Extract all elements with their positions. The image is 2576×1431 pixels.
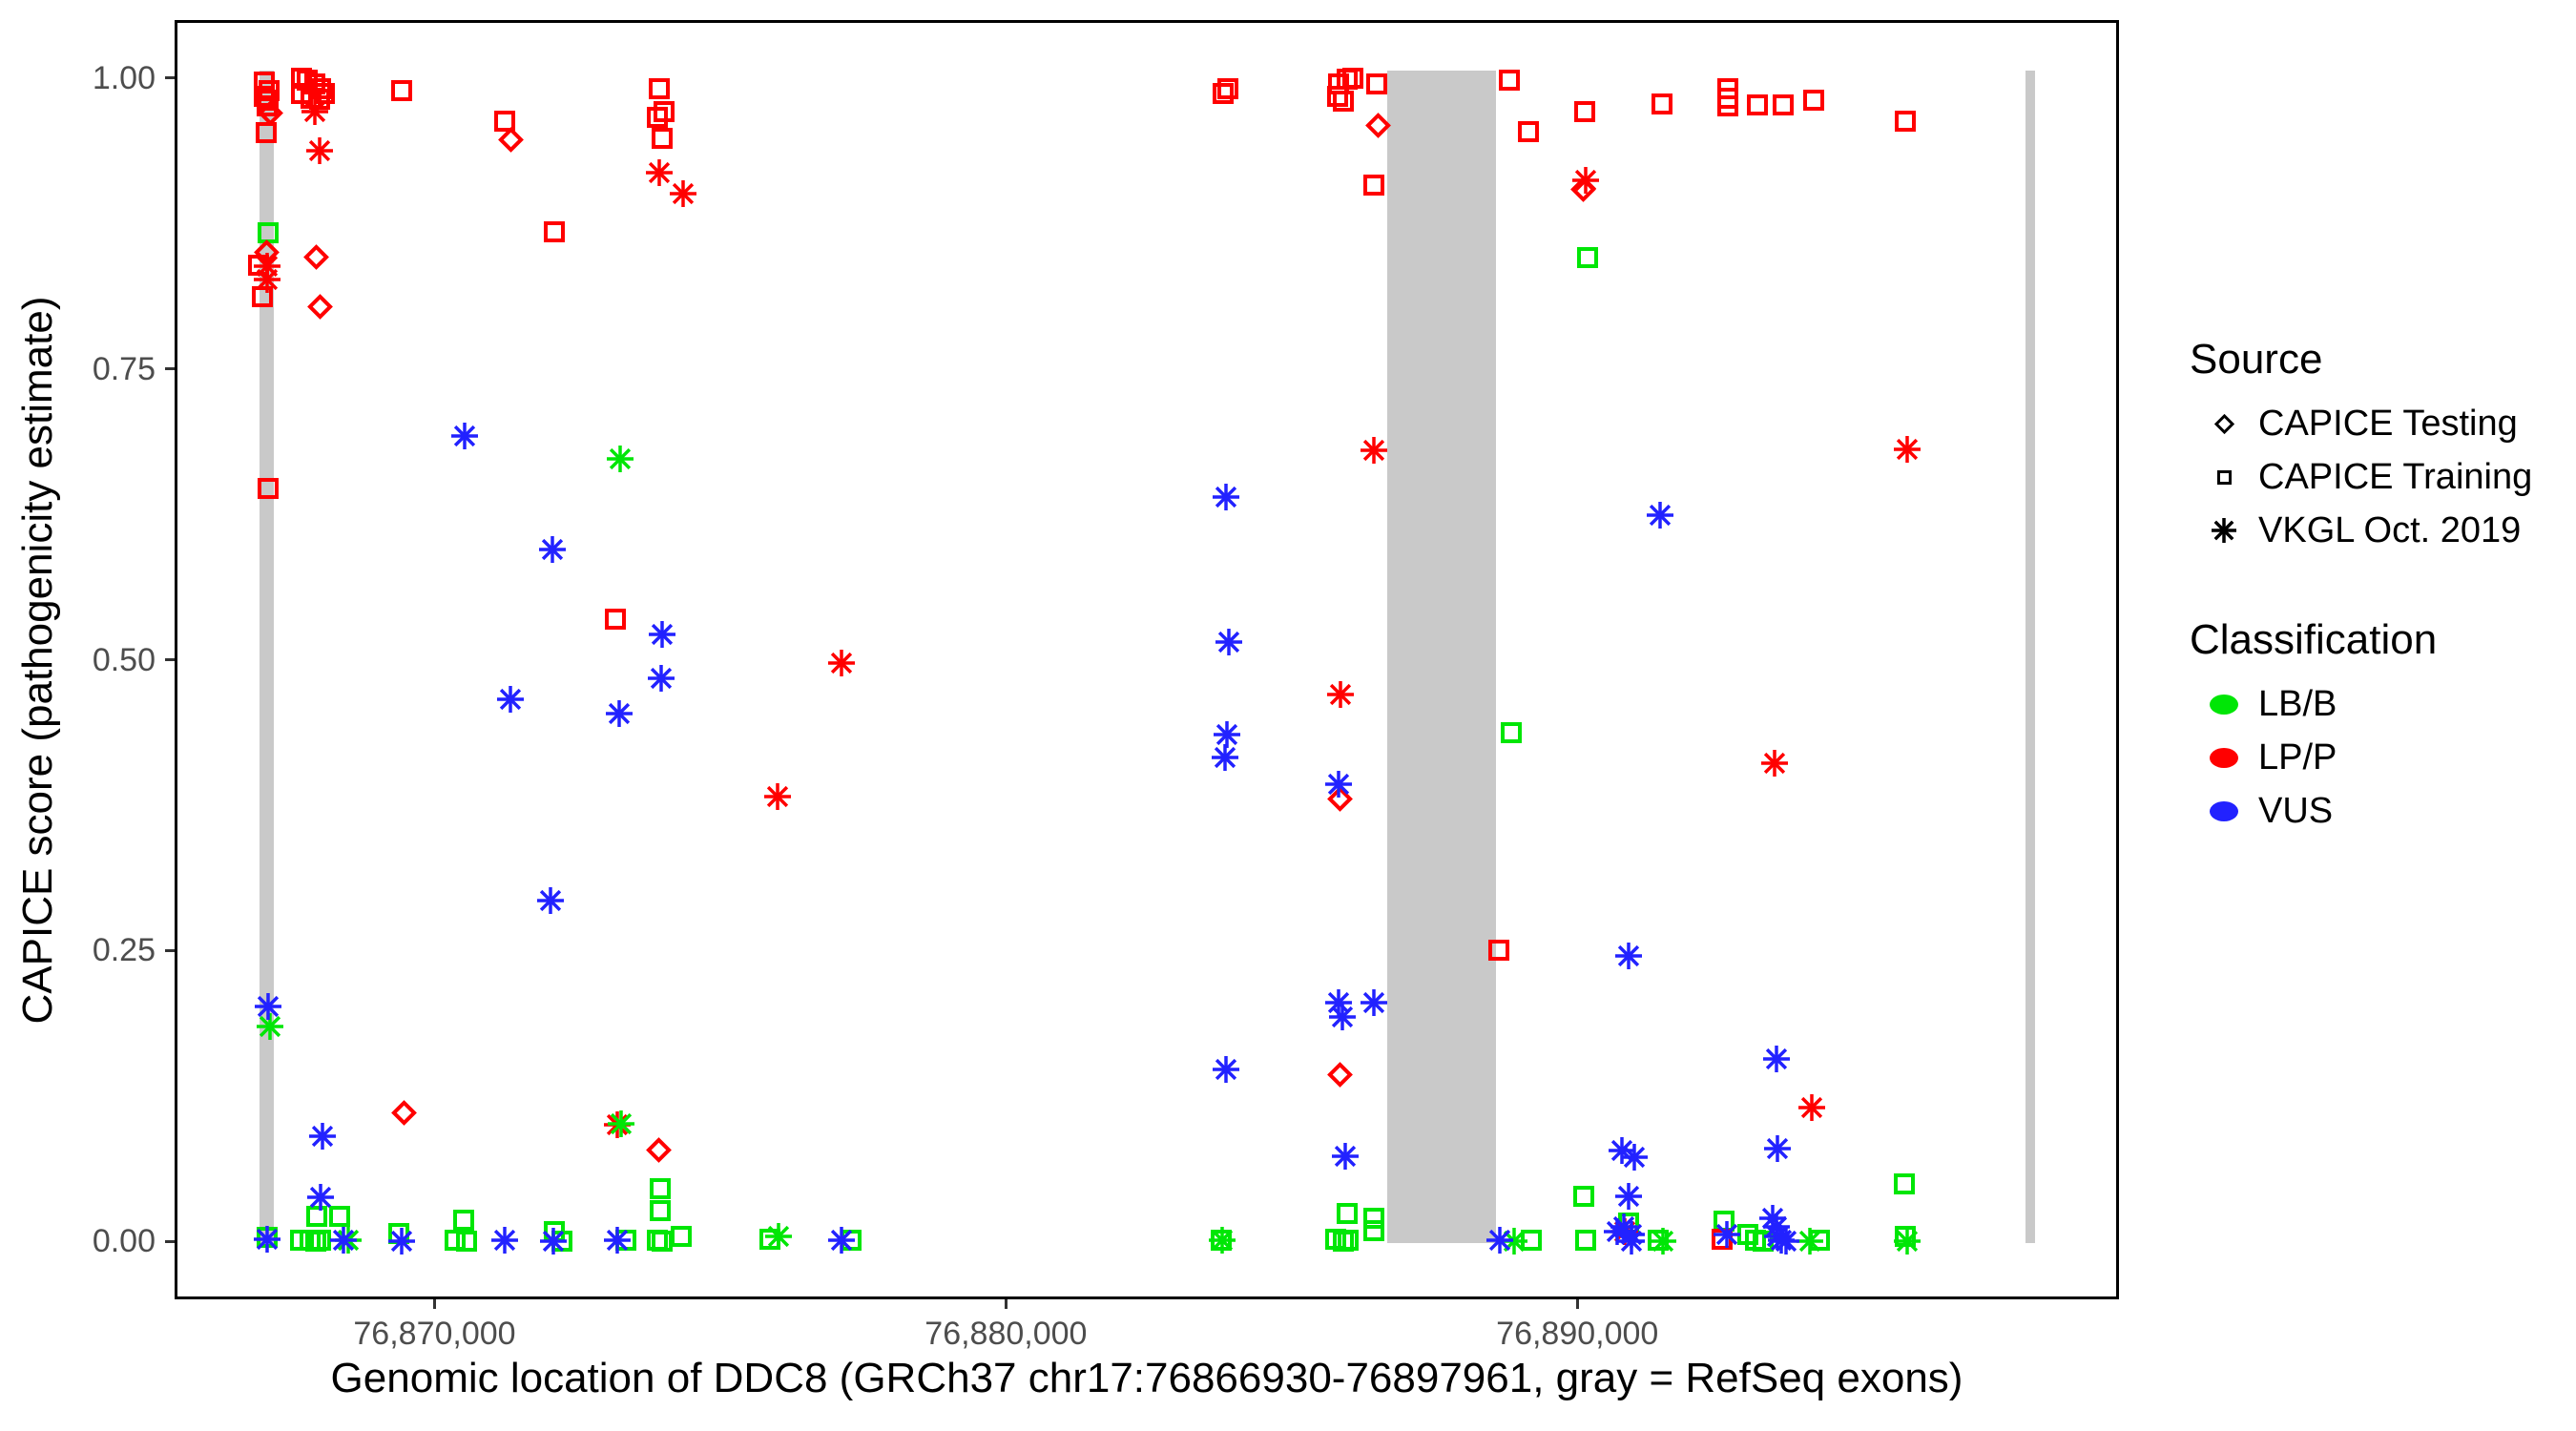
scatter-point-square bbox=[1500, 722, 1522, 744]
scatter-point-square bbox=[649, 1178, 671, 1200]
diamond-icon bbox=[2190, 413, 2258, 434]
scatter-point-square bbox=[1362, 1207, 1384, 1229]
scatter-point-square bbox=[1575, 1229, 1597, 1251]
scatter-point-square bbox=[1362, 1220, 1384, 1242]
dot-icon bbox=[2190, 800, 2258, 821]
scatter-point-square bbox=[651, 128, 673, 150]
legend-item-label: LP/P bbox=[2258, 736, 2337, 778]
scatter-point-square bbox=[1216, 77, 1238, 99]
legend: Source CAPICE Testing CAPICE Training VKG… bbox=[2190, 336, 2571, 897]
legend-item-source: CAPICE Training bbox=[2190, 450, 2571, 504]
square-icon bbox=[2190, 469, 2258, 485]
x-tick-label: 76,880,000 bbox=[924, 1316, 1088, 1352]
scatter-point-square bbox=[391, 80, 413, 102]
scatter-point-square bbox=[651, 1231, 673, 1253]
scatter-point-square bbox=[291, 67, 313, 89]
scatter-point-square bbox=[1326, 86, 1348, 108]
scatter-point-square bbox=[314, 82, 336, 104]
scatter-point-square bbox=[1332, 91, 1354, 113]
y-tick-mark bbox=[165, 1239, 175, 1243]
scatter-point-square bbox=[306, 1206, 328, 1228]
scatter-point-square bbox=[256, 122, 278, 144]
refseq-exon-band bbox=[2025, 70, 2035, 1244]
scatter-point-square bbox=[257, 95, 279, 117]
scatter-point-square bbox=[1652, 93, 1673, 114]
legend-item-classification: VUS bbox=[2190, 784, 2571, 838]
legend-classification-items: LB/B LP/P VUS bbox=[2190, 677, 2571, 838]
x-axis-title: Genomic location of DDC8 (GRCh37 chr17:7… bbox=[330, 1355, 1963, 1401]
dot-icon bbox=[2190, 694, 2258, 715]
asterisk-icon bbox=[2190, 517, 2258, 544]
scatter-point-square bbox=[1893, 1173, 1915, 1195]
scatter-point-square bbox=[670, 1226, 692, 1248]
refseq-exon-band bbox=[1386, 70, 1496, 1244]
scatter-point-square bbox=[1336, 1202, 1358, 1224]
x-tick-label: 76,870,000 bbox=[353, 1316, 516, 1352]
scatter-point-square bbox=[252, 286, 274, 308]
legend-item-classification: LP/P bbox=[2190, 731, 2571, 784]
legend-item-label: CAPICE Testing bbox=[2258, 403, 2518, 444]
y-tick-label: 0.00 bbox=[92, 1223, 156, 1260]
legend-item-source: VKGL Oct. 2019 bbox=[2190, 504, 2571, 557]
y-tick-mark bbox=[165, 367, 175, 371]
x-tick-label: 76,890,000 bbox=[1496, 1316, 1659, 1352]
y-axis-title: CAPICE score (pathogenicity estimate) bbox=[14, 296, 61, 1025]
plot-panel bbox=[175, 20, 2119, 1299]
legend-source-items: CAPICE Testing CAPICE Training VKGL Oct. … bbox=[2190, 397, 2571, 557]
scatter-point-square bbox=[1341, 67, 1363, 89]
y-tick-mark bbox=[165, 948, 175, 952]
legend-source-block: Source CAPICE Testing CAPICE Training VKG… bbox=[2190, 336, 2571, 557]
scatter-point-square bbox=[1574, 101, 1596, 123]
x-tick-mark bbox=[1004, 1299, 1008, 1309]
refseq-exon-band bbox=[260, 70, 275, 1244]
scatter-point-square bbox=[455, 1231, 477, 1253]
legend-item-label: LB/B bbox=[2258, 683, 2337, 724]
legend-item-source: CAPICE Testing bbox=[2190, 397, 2571, 450]
scatter-point-square bbox=[1212, 82, 1234, 104]
x-tick-mark bbox=[432, 1299, 436, 1309]
scatter-point-square bbox=[1362, 175, 1384, 197]
scatter-point-square bbox=[452, 1210, 474, 1232]
y-tick-label: 0.75 bbox=[92, 350, 156, 387]
legend-classification-title: Classification bbox=[2190, 616, 2438, 663]
scatter-point-square bbox=[1773, 93, 1795, 115]
scatter-point-square bbox=[648, 77, 670, 99]
scatter-point-square bbox=[1517, 121, 1539, 143]
legend-item-classification: LB/B bbox=[2190, 677, 2571, 731]
y-tick-label: 0.25 bbox=[92, 932, 156, 969]
scatter-point-square bbox=[1717, 95, 1739, 117]
scatter-point-square bbox=[1747, 93, 1769, 115]
y-tick-mark bbox=[165, 76, 175, 80]
scatter-point-square bbox=[1337, 1229, 1359, 1251]
y-tick-label: 0.50 bbox=[92, 641, 156, 678]
scatter-point-square bbox=[1487, 940, 1509, 962]
legend-item-label: VUS bbox=[2258, 790, 2334, 831]
scatter-point-square bbox=[646, 107, 668, 129]
scatter-point-square bbox=[1573, 1185, 1595, 1207]
scatter-point-square bbox=[444, 1229, 466, 1251]
scatter-point-square bbox=[649, 1200, 671, 1222]
scatter-point-square bbox=[258, 222, 280, 244]
scatter-point-square bbox=[1894, 111, 1916, 133]
scatter-point-square bbox=[493, 111, 515, 133]
y-tick-mark bbox=[165, 658, 175, 661]
dot-icon bbox=[2190, 747, 2258, 768]
legend-classification-block: Classification LB/B LP/P VUS bbox=[2190, 616, 2571, 838]
legend-item-label: CAPICE Training bbox=[2258, 456, 2533, 497]
legend-source-title: Source bbox=[2190, 336, 2323, 383]
scatter-point-square bbox=[543, 220, 565, 242]
scatter-point-square bbox=[604, 608, 626, 630]
y-tick-label: 1.00 bbox=[92, 59, 156, 96]
legend-item-label: VKGL Oct. 2019 bbox=[2258, 509, 2522, 550]
scatter-point-square bbox=[1498, 70, 1520, 92]
x-tick-mark bbox=[1575, 1299, 1579, 1309]
scatter-point-square bbox=[258, 478, 280, 500]
scatter-point-square bbox=[329, 1206, 351, 1228]
scatter-point-square bbox=[1803, 90, 1825, 112]
scatter-point-square bbox=[310, 1229, 332, 1251]
scatter-point-square bbox=[1365, 73, 1387, 95]
scatter-point-square bbox=[1577, 246, 1599, 268]
